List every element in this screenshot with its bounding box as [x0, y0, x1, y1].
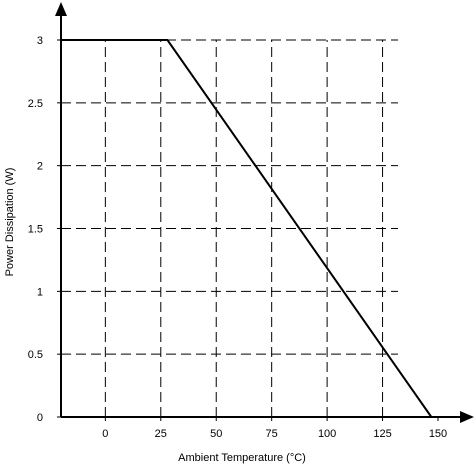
grid-lines [61, 39, 398, 417]
y-tick-label: 1 [37, 286, 43, 298]
series-line [61, 39, 433, 418]
tick-labels: 0 25 50 75 100 125 150 0 0.5 1 1.5 2 2.5 3 [28, 35, 447, 440]
x-tick-label: 50 [210, 428, 222, 440]
axes [55, 2, 474, 423]
x-tick-label: 0 [102, 428, 108, 440]
x-tick-label: 125 [373, 428, 391, 440]
x-tick-label: 150 [429, 428, 447, 440]
x-axis-arrowhead [460, 411, 474, 423]
y-tick-label: 2.5 [28, 98, 43, 110]
y-tick-label: 1.5 [28, 224, 43, 236]
y-axis-title: Power Dissipation (W) [4, 168, 16, 277]
x-axis-title: Ambient Temperature (°C) [178, 452, 306, 464]
series [61, 39, 433, 418]
y-tick-label: 0 [37, 412, 43, 424]
x-tick-label: 100 [318, 428, 336, 440]
y-tick-label: 2 [37, 161, 43, 173]
x-tick-label: 25 [155, 428, 167, 440]
y-axis-arrowhead [55, 2, 67, 16]
x-tick-label: 75 [266, 428, 278, 440]
y-tick-label: 0.5 [28, 349, 43, 361]
y-tick-label: 3 [37, 35, 43, 47]
